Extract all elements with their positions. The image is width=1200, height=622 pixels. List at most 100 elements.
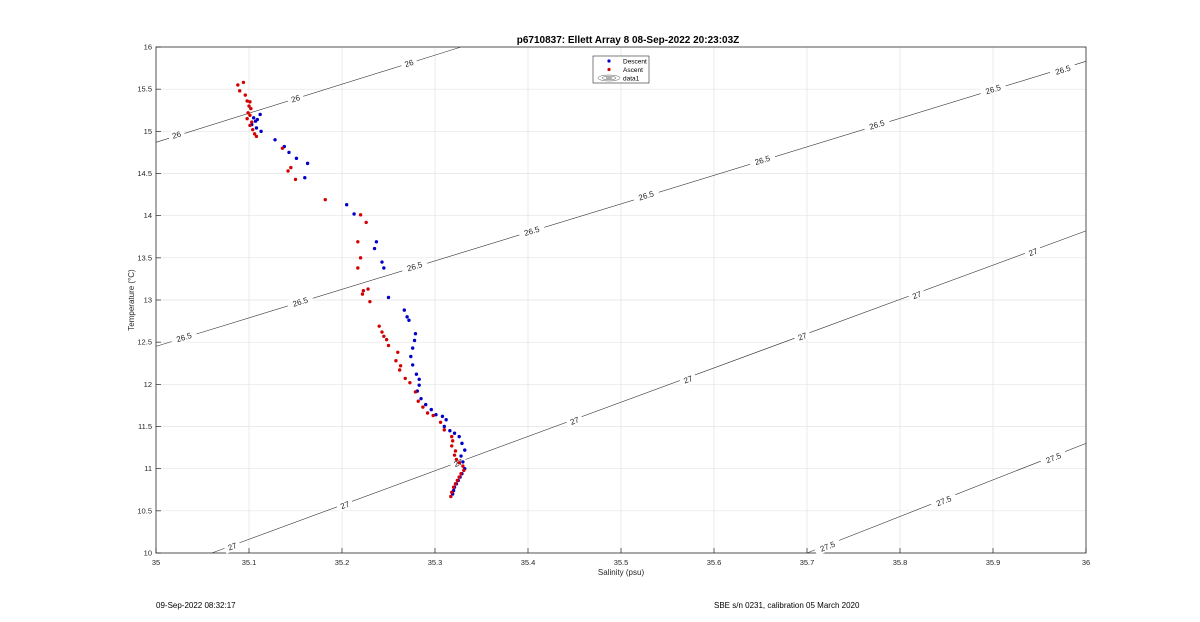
density-contours: 26 26 26 26.5 26.5 26.5 26.5 26.5 26.5 26.5 26.5 26… bbox=[155, 46, 1087, 556]
chart-title: p6710837: Ellett Array 8 08-Sep-2022 20:… bbox=[517, 35, 740, 46]
contour-label: 26.5 bbox=[517, 222, 546, 240]
descent-point bbox=[382, 266, 386, 270]
legend-descent-label: Descent bbox=[623, 59, 647, 66]
descent-point bbox=[412, 338, 417, 343]
contour-label: 26 bbox=[286, 91, 305, 106]
ascent-point bbox=[386, 343, 391, 348]
ascent-point bbox=[248, 113, 252, 118]
descent-point bbox=[255, 117, 260, 122]
contour-label-text: 26.5 bbox=[523, 225, 541, 238]
y-tick-label: 15.5 bbox=[137, 85, 152, 94]
ascent-point bbox=[459, 472, 463, 476]
ascent-point bbox=[286, 169, 290, 173]
descent-point bbox=[460, 441, 464, 446]
contour-label-bg bbox=[400, 257, 429, 275]
ascent-point bbox=[394, 359, 398, 363]
descent-point bbox=[386, 295, 391, 300]
ascent-point bbox=[243, 93, 247, 97]
contour-label-bg bbox=[1048, 61, 1077, 79]
contour-label-bg bbox=[1023, 244, 1043, 260]
descent-point bbox=[405, 315, 409, 319]
x-tick-label: 35.1 bbox=[242, 558, 257, 567]
contour-label: 27 bbox=[1023, 244, 1043, 260]
descent-point bbox=[287, 150, 291, 155]
ascent-point bbox=[245, 99, 249, 103]
contour-label-bg bbox=[678, 371, 698, 387]
y-axis-ticks: 10 10.5 11 11.5 12 12.5 13 13.5 14 14.5 15 15.5 16 bbox=[137, 43, 161, 558]
x-tick-label: 35.2 bbox=[335, 558, 350, 567]
contour-label-text: 27 bbox=[1027, 246, 1039, 258]
ascent-point bbox=[450, 490, 454, 494]
y-tick-label: 12.5 bbox=[137, 338, 152, 347]
ascent-point bbox=[246, 111, 250, 115]
descent-point bbox=[417, 377, 421, 381]
y-tick-label: 11.5 bbox=[138, 422, 152, 431]
ascent-point bbox=[251, 127, 255, 132]
y-tick-label: 14.5 bbox=[137, 169, 152, 178]
contour-label-bg bbox=[170, 328, 198, 346]
ascent-point bbox=[408, 380, 412, 385]
x-tick-label: 35.9 bbox=[986, 558, 1001, 567]
contour-label-text: 26 bbox=[171, 129, 183, 140]
descent-point bbox=[273, 138, 277, 142]
contour-label: 26.5 bbox=[400, 257, 429, 275]
legend: Descent Ascent data1 bbox=[592, 55, 650, 84]
ascent-point bbox=[293, 177, 298, 182]
contour-label-text: 27 bbox=[911, 289, 923, 301]
legend-ascent-label: Ascent bbox=[623, 67, 643, 74]
ascent-point bbox=[421, 405, 425, 409]
footer-calibration: SBE s/n 0231, calibration 05 March 2020 bbox=[714, 601, 860, 610]
x-tick-label: 35.7 bbox=[800, 558, 815, 567]
contour-label: 27.5 bbox=[929, 491, 958, 511]
descent-point bbox=[452, 431, 457, 435]
y-tick-label: 10.5 bbox=[137, 506, 152, 515]
descent-point bbox=[463, 448, 467, 452]
ascent-point bbox=[247, 104, 251, 108]
ascent-point bbox=[396, 350, 400, 354]
ascent-point bbox=[457, 475, 461, 479]
descent-point bbox=[444, 418, 448, 422]
descent-point bbox=[429, 407, 433, 412]
data-points bbox=[236, 80, 467, 499]
footer-timestamp: 09-Sep-2022 08:32:17 bbox=[156, 601, 236, 610]
ascent-point bbox=[364, 220, 368, 225]
ascent-point bbox=[438, 420, 443, 424]
contour-label-bg bbox=[286, 293, 315, 311]
ascent-point bbox=[384, 337, 389, 342]
ascent-point bbox=[413, 390, 418, 394]
ascent-point bbox=[457, 461, 461, 465]
descent-point bbox=[413, 332, 418, 336]
ascent-point bbox=[238, 89, 242, 93]
descent-point bbox=[442, 424, 446, 429]
y-tick-label: 10 bbox=[144, 549, 152, 558]
contour-label-text: 26.5 bbox=[637, 189, 655, 202]
x-tick-label: 35.6 bbox=[707, 558, 722, 567]
y-tick-label: 15 bbox=[144, 127, 152, 136]
descent-point bbox=[424, 402, 428, 407]
ascent-point bbox=[358, 256, 363, 260]
contour-label-text: 27 bbox=[682, 374, 694, 386]
y-tick-label: 16 bbox=[144, 43, 152, 52]
ascent-point bbox=[454, 457, 459, 462]
ascent-point bbox=[462, 468, 466, 473]
x-tick-label: 36 bbox=[1082, 558, 1090, 567]
ascent-point bbox=[382, 334, 386, 338]
legend-contour-icon bbox=[597, 74, 621, 82]
ascent-point bbox=[452, 453, 457, 457]
x-tick-label: 35.3 bbox=[428, 558, 443, 567]
contour-label-bg bbox=[793, 328, 812, 344]
contour-label-text: 26.5 bbox=[406, 260, 424, 273]
y-tick-label: 14 bbox=[144, 211, 152, 220]
contour-label-bg bbox=[286, 91, 305, 106]
contour-label-text: 27 bbox=[227, 541, 239, 553]
contour-label-text: 26 bbox=[290, 93, 302, 104]
ascent-point bbox=[442, 428, 446, 432]
contour-label: 27 bbox=[223, 538, 242, 554]
descent-point bbox=[410, 363, 415, 367]
descent-point bbox=[402, 308, 407, 312]
contour-label: 26 bbox=[399, 55, 419, 71]
ascent-point bbox=[360, 292, 365, 296]
ascent-point bbox=[249, 106, 253, 111]
ascent-point bbox=[403, 376, 407, 381]
ascent-point bbox=[245, 116, 249, 121]
